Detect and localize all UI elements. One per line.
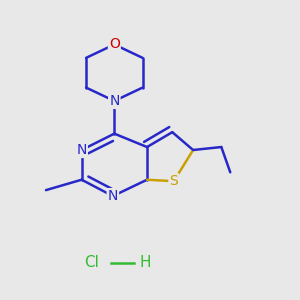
Text: S: S	[169, 174, 178, 188]
Text: N: N	[109, 94, 119, 108]
Text: N: N	[108, 189, 118, 203]
Text: H: H	[140, 255, 151, 270]
Text: N: N	[76, 143, 87, 157]
Text: O: O	[109, 38, 120, 52]
Text: Cl: Cl	[85, 255, 100, 270]
